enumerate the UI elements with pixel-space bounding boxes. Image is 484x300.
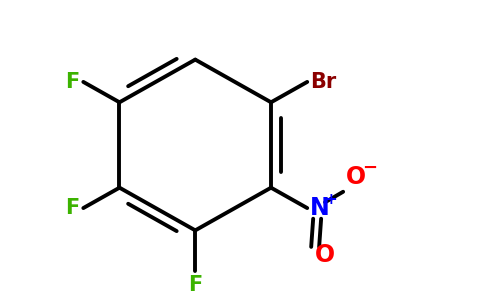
- Text: F: F: [65, 72, 79, 92]
- Text: +: +: [324, 192, 337, 207]
- Text: F: F: [65, 198, 79, 218]
- Text: O: O: [315, 243, 335, 267]
- Text: −: −: [362, 158, 377, 176]
- Text: F: F: [188, 275, 202, 295]
- Text: N: N: [310, 196, 330, 220]
- Text: Br: Br: [310, 72, 336, 92]
- Text: O: O: [346, 165, 366, 189]
